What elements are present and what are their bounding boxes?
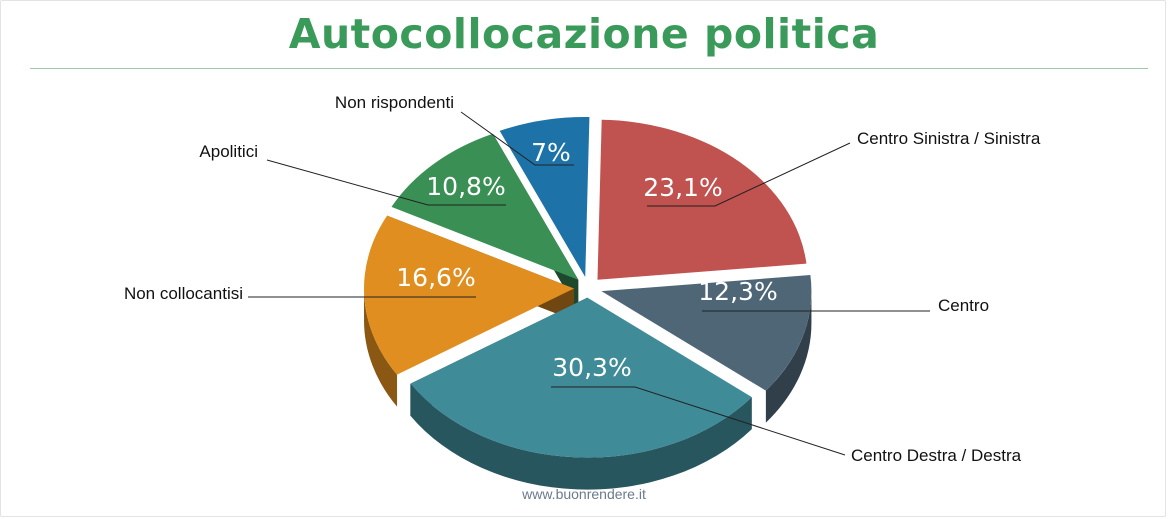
slice-value-non-collocantisi: 16,6% (396, 263, 475, 292)
slice-value-centro: 12,3% (698, 277, 777, 306)
footer-url: www.buonrendere.it (522, 486, 646, 502)
slice-label-non-rispondenti: Non rispondenti (335, 93, 454, 112)
slice-value-non-rispondenti: 7% (531, 138, 571, 167)
leader-non-rispondenti (460, 111, 574, 166)
slice-label-apolitici: Apolitici (199, 142, 258, 161)
slice-label-centro-sinistra-sinistra: Centro Sinistra / Sinistra (857, 129, 1041, 148)
slice-label-centro: Centro (938, 296, 989, 315)
chart-title: Autocollocazione politica (288, 10, 880, 58)
slice-centro-sinistra-sinistra[interactable] (597, 119, 807, 280)
slice-labels: 23,1% Centro Sinistra / Sinistra 12,3% Cent… (124, 93, 1041, 465)
leader-lines (248, 111, 930, 456)
slice-value-centro-sinistra-sinistra: 23,1% (643, 173, 722, 202)
leader-centro-sinistra-sinistra (647, 142, 851, 207)
slice-centro[interactable] (601, 275, 812, 391)
leader-apolitici (266, 159, 506, 206)
pie-slices (364, 117, 812, 458)
slice-value-centro-destra-destra: 30,3% (552, 353, 631, 382)
slice-value-apolitici: 10,8% (426, 172, 505, 201)
slice-centro-destra-destra[interactable] (410, 297, 752, 458)
leader-centro-destra-destra (551, 386, 846, 456)
slice-non-rispondenti[interactable] (499, 117, 590, 278)
slice-side-centro-destra-destra (410, 383, 752, 490)
title-divider (30, 68, 1148, 69)
slice-label-non-collocantisi: Non collocantisi (124, 284, 243, 303)
slice-non-collocantisi[interactable] (364, 215, 575, 375)
slice-label-centro-destra-destra: Centro Destra / Destra (851, 446, 1022, 465)
slice-apolitici[interactable] (391, 133, 579, 280)
slice-side-centro (765, 291, 812, 423)
slice-side-non-collocantisi (364, 288, 398, 407)
